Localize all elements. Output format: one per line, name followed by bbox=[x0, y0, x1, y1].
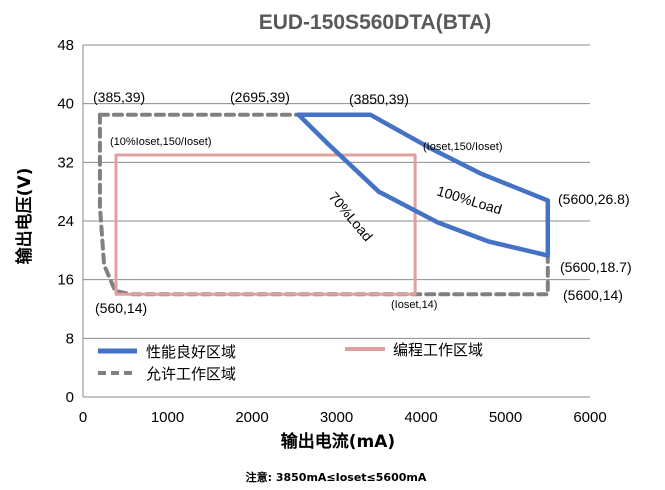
y-axis-ticks: 0 8 16 24 32 40 48 bbox=[57, 37, 74, 406]
series-0-path-1 bbox=[296, 112, 551, 258]
series-2-path-1 bbox=[97, 112, 550, 297]
annotation-5600-14: (5600,14) bbox=[563, 287, 623, 303]
curve-label-70pct-load: 70%Load bbox=[326, 189, 376, 245]
chart-title: EUD-150S560DTA(BTA) bbox=[259, 11, 492, 34]
x-axis-label: 输出电流(mA) bbox=[281, 431, 395, 452]
annotation-5600-18-7: (5600,18.7) bbox=[560, 259, 632, 275]
annotation-3850-39: (3850,39) bbox=[349, 91, 409, 107]
x-tick-label: 4000 bbox=[404, 409, 437, 426]
x-tick-label: 3000 bbox=[320, 409, 353, 426]
annotation-ioset-150: (Ioset,150/Ioset) bbox=[423, 141, 503, 153]
x-tick-label: 6000 bbox=[573, 409, 606, 426]
y-tick-label: 16 bbox=[57, 272, 74, 289]
y-tick-label: 40 bbox=[57, 96, 74, 113]
x-tick-label: 2000 bbox=[235, 409, 268, 426]
annotation-560-14: (560,14) bbox=[95, 300, 147, 316]
y-tick-label: 8 bbox=[66, 330, 74, 347]
annotation-385-39: (385,39) bbox=[93, 89, 145, 105]
legend-label-good-zone: 性能良好区域 bbox=[146, 343, 236, 361]
y-tick-label: 0 bbox=[66, 389, 74, 406]
y-axis-label: 输出电压(V) bbox=[14, 168, 35, 265]
legend-label-allowed-zone: 允许工作区域 bbox=[146, 365, 236, 383]
y-tick-label: 32 bbox=[57, 154, 74, 171]
gridlines bbox=[83, 44, 590, 339]
series-0-path-0 bbox=[296, 112, 551, 258]
legend: 性能良好区域 编程工作区域 允许工作区域 bbox=[98, 341, 483, 383]
footnote: 注意: 3850mA≤Ioset≤5600mA bbox=[246, 470, 427, 484]
series-layer bbox=[97, 112, 551, 297]
y-tick-label: 24 bbox=[57, 213, 74, 230]
legend-label-program-zone: 编程工作区域 bbox=[393, 341, 483, 359]
y-tick-label: 48 bbox=[57, 37, 74, 54]
x-axis-ticks: 0 1000 2000 3000 4000 5000 6000 bbox=[79, 409, 607, 426]
x-tick-label: 5000 bbox=[489, 409, 522, 426]
curve-label-100pct-load: 100%Load bbox=[435, 183, 504, 218]
annotation-2695-39: (2695,39) bbox=[230, 89, 290, 105]
x-tick-label: 0 bbox=[79, 409, 87, 426]
annotation-ioset-14: (Ioset,14) bbox=[391, 299, 437, 311]
annotation-10pct-ioset: (10%Ioset,150/Ioset) bbox=[110, 136, 212, 148]
annotation-5600-26-8: (5600,26.8) bbox=[558, 191, 630, 207]
x-tick-label: 1000 bbox=[151, 409, 184, 426]
series-1-path-0 bbox=[114, 153, 417, 296]
